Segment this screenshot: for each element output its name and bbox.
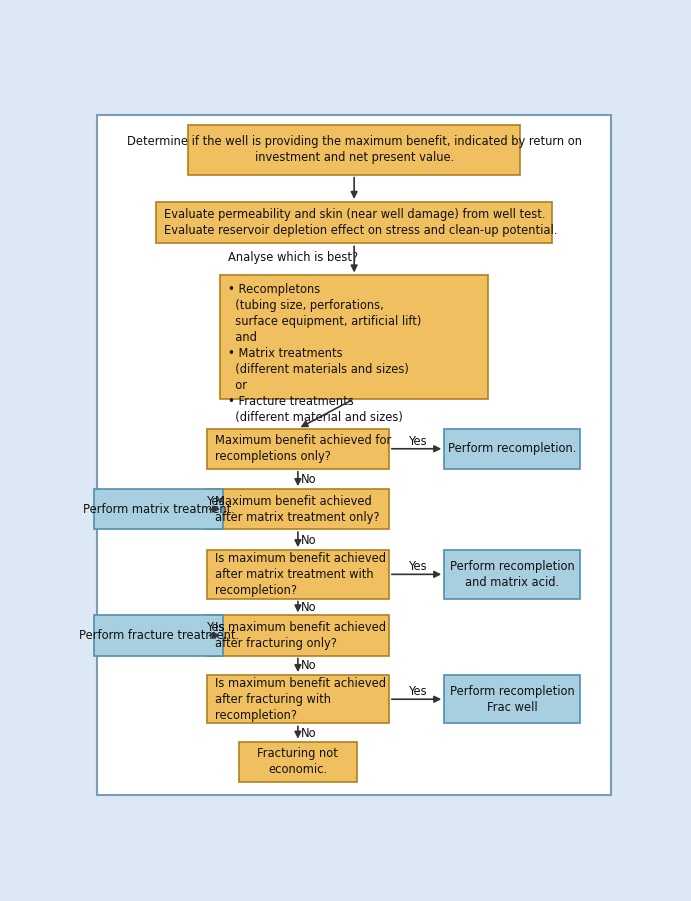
Text: Analyse which is best?

• Recompletons
  (tubing size, perforations,
  surface e: Analyse which is best? • Recompletons (t…: [228, 250, 422, 423]
Text: No: No: [301, 727, 316, 740]
Text: Is maximum benefit achieved
after matrix treatment with
recompletion?: Is maximum benefit achieved after matrix…: [215, 551, 386, 596]
Text: Is maximum benefit achieved
after fracturing with
recompletion?: Is maximum benefit achieved after fractu…: [215, 677, 386, 722]
FancyBboxPatch shape: [207, 489, 389, 529]
Text: No: No: [301, 474, 316, 487]
Text: Maximum benefit achieved
after matrix treatment only?: Maximum benefit achieved after matrix tr…: [215, 495, 379, 523]
FancyBboxPatch shape: [239, 742, 357, 782]
Text: No: No: [301, 660, 316, 672]
Text: Yes: Yes: [207, 495, 226, 508]
Text: Perform recompletion.: Perform recompletion.: [448, 442, 576, 455]
FancyBboxPatch shape: [97, 115, 611, 795]
FancyBboxPatch shape: [207, 429, 389, 469]
FancyBboxPatch shape: [95, 489, 223, 529]
FancyBboxPatch shape: [207, 675, 389, 724]
Text: No: No: [301, 601, 316, 614]
FancyBboxPatch shape: [188, 124, 520, 175]
FancyBboxPatch shape: [156, 202, 552, 243]
Text: Yes: Yes: [409, 560, 428, 573]
Text: Fracturing not
economic.: Fracturing not economic.: [258, 747, 339, 776]
FancyBboxPatch shape: [444, 675, 580, 724]
Text: Maximum benefit achieved for
recompletions only?: Maximum benefit achieved for recompletio…: [215, 434, 391, 463]
Text: Perform recompletion
and matrix acid.: Perform recompletion and matrix acid.: [450, 560, 574, 589]
Text: Perform recompletion
Frac well: Perform recompletion Frac well: [450, 685, 574, 714]
Text: No: No: [301, 533, 316, 547]
FancyBboxPatch shape: [220, 276, 488, 399]
Text: Yes: Yes: [409, 434, 428, 448]
Text: Evaluate permeability and skin (near well damage) from well test.
Evaluate reser: Evaluate permeability and skin (near wel…: [164, 208, 558, 237]
FancyBboxPatch shape: [444, 550, 580, 598]
FancyBboxPatch shape: [207, 550, 389, 598]
Text: Perform fracture treatment.: Perform fracture treatment.: [79, 629, 238, 642]
Text: Yes: Yes: [409, 685, 428, 698]
Text: Perform matrix treatment.: Perform matrix treatment.: [83, 503, 235, 515]
FancyBboxPatch shape: [95, 615, 223, 656]
Text: Is maximum benefit achieved
after fracturing only?: Is maximum benefit achieved after fractu…: [215, 621, 386, 650]
Text: Determine if the well is providing the maximum benefit, indicated by return on
i: Determine if the well is providing the m…: [126, 135, 582, 164]
FancyBboxPatch shape: [444, 429, 580, 469]
FancyBboxPatch shape: [207, 615, 389, 656]
Text: Yes: Yes: [207, 622, 226, 634]
